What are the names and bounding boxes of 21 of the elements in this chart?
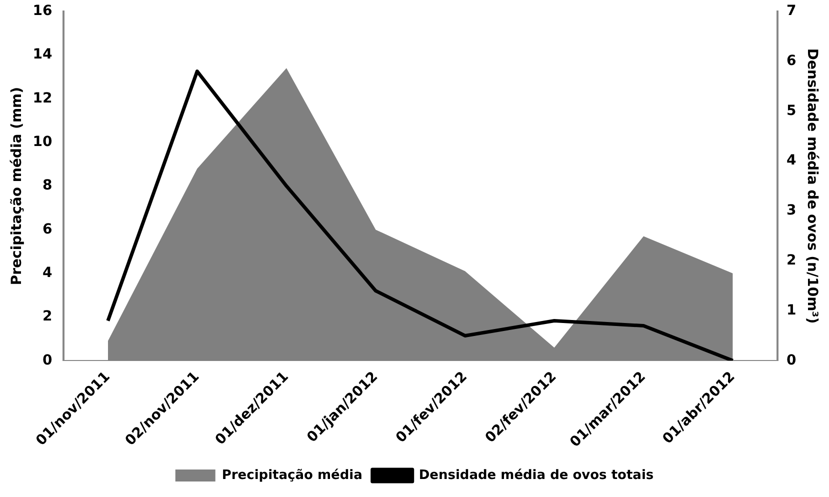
legend-label: Densidade média de ovos totais: [418, 468, 654, 483]
y2-tick-label: 4: [786, 152, 796, 169]
y-tick-label: 16: [32, 3, 52, 20]
y-tick-label: 8: [42, 178, 52, 194]
y-axis-title: Precipitação média (mm): [9, 86, 26, 286]
y-tick-label: 4: [42, 265, 53, 282]
y2-tick-label: 7: [786, 3, 796, 20]
y-tick-label: 0: [42, 352, 53, 368]
y2-tick-label: 2: [786, 252, 796, 269]
y2-axis-title: Densidade média de ovos (n/10m³): [804, 48, 820, 324]
y-tick-label: 6: [42, 221, 52, 238]
y2-tick-label: 1: [786, 302, 796, 318]
y-tick-label: 12: [32, 90, 52, 106]
y-tick-label: 10: [32, 134, 53, 150]
y2-tick-label: 6: [786, 52, 796, 69]
y2-tick-label: 3: [786, 202, 796, 219]
legend-label: Precipitação média: [222, 468, 362, 483]
y2-tick-label: 0: [786, 352, 796, 368]
y2-tick-label: 5: [786, 102, 796, 119]
y-tick-label: 2: [42, 308, 52, 325]
y-tick-label: 14: [32, 46, 53, 63]
